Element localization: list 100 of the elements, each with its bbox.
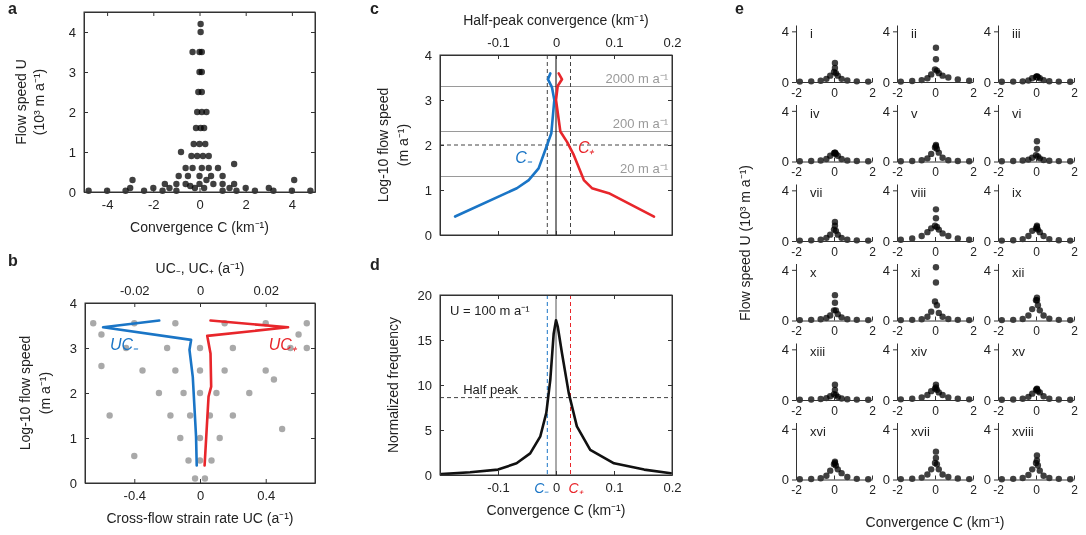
chart-title: ii xyxy=(911,26,917,41)
text: b xyxy=(8,252,18,269)
y-tick-label: 4 xyxy=(882,341,890,357)
y-tick-label: 3 xyxy=(424,92,432,108)
y-tick-label: 0 xyxy=(424,227,432,243)
y-axis-title: Normalized frequency xyxy=(385,316,401,454)
ref-line-label: Half peak xyxy=(463,381,519,397)
y-tick-label: 0 xyxy=(882,154,890,170)
y-tick-label: 4 xyxy=(781,262,789,278)
x-tick-label: 0 xyxy=(932,244,940,259)
x-tick-label: 0 xyxy=(196,197,204,213)
x-tick-label: 0 xyxy=(1033,483,1041,498)
x-axis-title: Convergence C (km⁻¹) xyxy=(486,502,626,518)
x-tick-label: 2 xyxy=(970,85,978,100)
series-label: UC₋ xyxy=(110,335,140,353)
x-tick-label: 0 xyxy=(1033,403,1041,418)
x-tick-label: -2 xyxy=(993,244,1005,259)
x-tick-label: -0.1 xyxy=(487,35,510,50)
x-tick-label: -2 xyxy=(993,165,1005,180)
chart-title: ix xyxy=(1012,185,1022,200)
y-tick-label: 4 xyxy=(882,421,890,437)
y-tick-label: 0 xyxy=(424,467,432,483)
text: a xyxy=(8,0,17,17)
x-tick-label: 4 xyxy=(288,197,297,213)
y-tick-label: 4 xyxy=(882,182,890,198)
text: e xyxy=(735,0,744,17)
x-tick-label: 0.2 xyxy=(663,35,682,50)
x-tick-label: 2 xyxy=(869,244,877,259)
x-tick-label: 0.2 xyxy=(663,480,682,496)
y-tick-label: 0 xyxy=(781,313,789,329)
y-axis-title: Flow speed U (10³ m a⁻¹) xyxy=(737,165,753,321)
series-label: C₊ xyxy=(577,139,596,157)
y-tick-label: 4 xyxy=(882,103,890,119)
x-tick-label: 0 xyxy=(1033,324,1041,339)
x-tick-label: 2 xyxy=(970,165,978,180)
y-tick-label: 4 xyxy=(781,421,789,437)
y-tick-label: 0 xyxy=(882,74,890,90)
x-axis-title: Convergence C (km⁻¹) xyxy=(130,219,269,235)
x-tick-label: -0.4 xyxy=(123,488,146,504)
chart-title: vi xyxy=(1012,105,1022,121)
x-tick-label: 2 xyxy=(1071,85,1079,100)
x-tick-label: -2 xyxy=(892,85,904,100)
x-tick-label: 0 xyxy=(932,85,940,100)
x-tick-label: -2 xyxy=(892,244,904,259)
chart-title: i xyxy=(810,26,813,41)
x-tick-label: -2 xyxy=(791,165,803,180)
x-tick-label: 2 xyxy=(869,403,877,418)
x-tick-label: 0 xyxy=(831,403,839,418)
x-tick-label: 0 xyxy=(831,85,839,100)
x-tick-label: -2 xyxy=(148,197,160,213)
x2-tick-label: 0.02 xyxy=(253,283,279,298)
y-tick-label: 0 xyxy=(983,392,991,408)
x-tick-label: -2 xyxy=(993,324,1005,339)
x-tick-label: 2 xyxy=(869,85,877,100)
y-tick-label: 4 xyxy=(983,103,991,119)
y-tick-label: 0 xyxy=(781,392,789,408)
x-tick-label: 0.1 xyxy=(605,35,624,50)
x-tick-label: 2 xyxy=(1071,324,1079,339)
x-tick-label: 2 xyxy=(970,483,978,498)
y-axis-title: Flow speed U (10³ m a⁻¹) xyxy=(13,59,47,145)
x2-tick-label: 0 xyxy=(196,283,205,298)
x-tick-label: 2 xyxy=(1071,165,1079,180)
y-tick-label: 4 xyxy=(781,182,789,198)
y-tick-label: 4 xyxy=(983,341,991,357)
x-tick-label: -0.1 xyxy=(487,480,510,496)
x-tick-label: 2 xyxy=(1071,244,1079,259)
chart-title: x xyxy=(810,264,817,280)
y-tick-label: 0 xyxy=(983,233,991,249)
x-tick-label: 0 xyxy=(932,403,940,418)
y-tick-label: 3 xyxy=(68,64,76,80)
x-tick-label: 0 xyxy=(932,483,940,498)
chart-title: iii xyxy=(1012,26,1021,41)
x-tick-label: 0 xyxy=(831,324,839,339)
y-tick-label: 0 xyxy=(781,233,789,249)
x-tick-label: -4 xyxy=(101,197,114,213)
y-tick-label: 4 xyxy=(68,24,76,40)
x-tick-label: -2 xyxy=(791,403,803,418)
y-tick-label: 1 xyxy=(424,182,432,198)
y-tick-label: 4 xyxy=(424,47,432,63)
y-tick-label: 4 xyxy=(781,341,789,357)
y-tick-label: 5 xyxy=(424,422,432,438)
y-tick-label: 0 xyxy=(781,74,789,90)
x-tick-label: 0 xyxy=(831,483,839,498)
x-tick-label: 0 xyxy=(932,165,940,180)
chart-title: xv xyxy=(1012,344,1026,359)
chart-title: vii xyxy=(810,185,823,200)
y-tick-label: 2 xyxy=(424,137,432,153)
x-tick-label: 2 xyxy=(970,324,978,339)
x-tick-label: 2 xyxy=(869,483,877,498)
y-axis-title: Log-10 flow speed (m a⁻¹) xyxy=(17,335,53,451)
x-axis-title: Cross-flow strain rate UC (a⁻¹) xyxy=(106,510,294,526)
x-tick-label: -2 xyxy=(791,244,803,259)
x-tick-label: -2 xyxy=(892,403,904,418)
chart-title: xiii xyxy=(810,344,826,359)
y-tick-label: 4 xyxy=(781,23,789,39)
ref-line-label: 2000 m a⁻¹ xyxy=(605,70,669,86)
chart-title: xvi xyxy=(810,423,826,439)
y-tick-label: 0 xyxy=(882,233,890,249)
y-tick-label: 3 xyxy=(69,340,77,356)
y-tick-label: 0 xyxy=(781,154,789,170)
